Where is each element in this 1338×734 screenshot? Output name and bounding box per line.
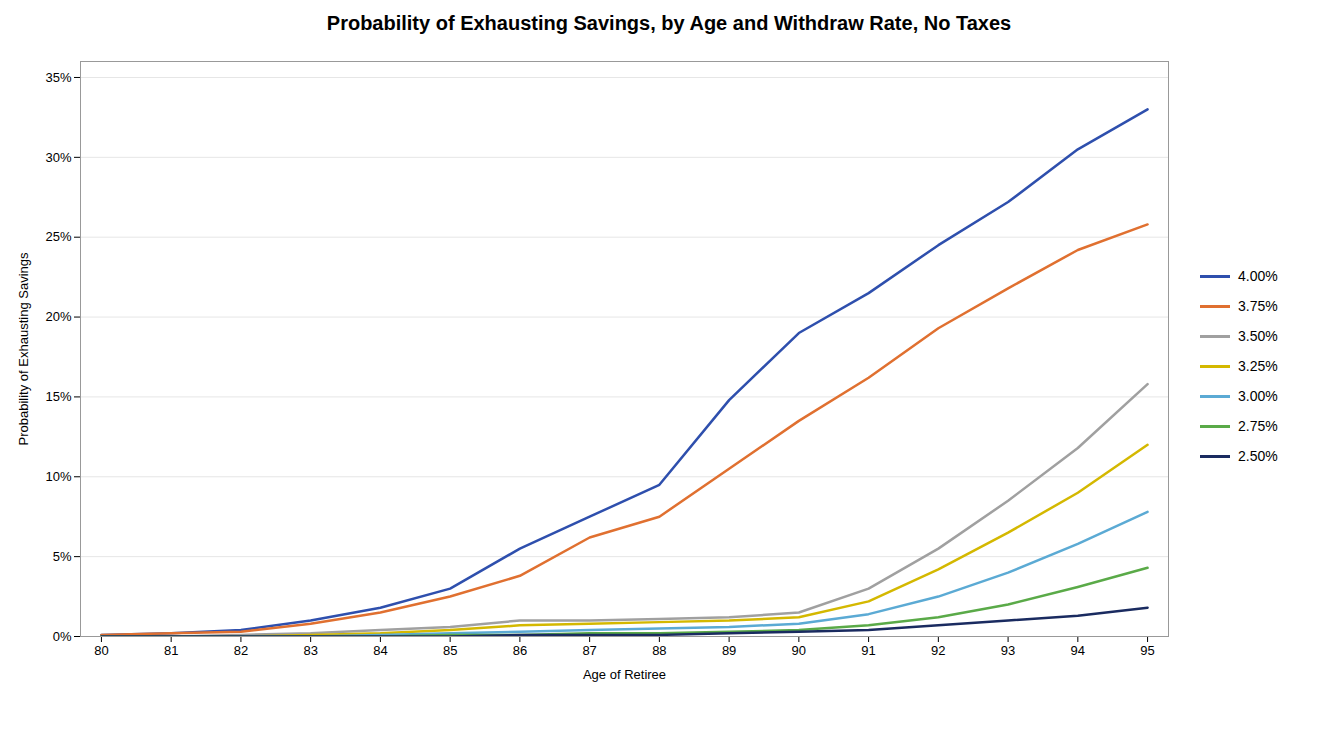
svg-text:89: 89 xyxy=(722,643,736,658)
html-text:2.75%: 2.75% xyxy=(1238,418,1278,434)
html-text:3.75%: 3.75% xyxy=(1238,298,1278,314)
svg-text:82: 82 xyxy=(234,643,248,658)
svg-text:95: 95 xyxy=(1140,643,1154,658)
svg-text:80: 80 xyxy=(94,643,108,658)
svg-text:94: 94 xyxy=(1071,643,1085,658)
svg-text:92: 92 xyxy=(931,643,945,658)
svg-text:86: 86 xyxy=(513,643,527,658)
svg-text:10%: 10% xyxy=(45,469,71,484)
svg-text:15%: 15% xyxy=(45,389,71,404)
html-text:3.25%: 3.25% xyxy=(1238,358,1278,374)
svg-text:Age of Retiree: Age of Retiree xyxy=(583,667,666,682)
svg-text:87: 87 xyxy=(582,643,596,658)
html-text:2.50%: 2.50% xyxy=(1238,448,1278,464)
svg-text:93: 93 xyxy=(1001,643,1015,658)
svg-text:5%: 5% xyxy=(53,549,72,564)
svg-text:Probability of Exhausting Savi: Probability of Exhausting Savings xyxy=(16,252,31,445)
svg-text:35%: 35% xyxy=(45,70,71,85)
svg-text:88: 88 xyxy=(652,643,666,658)
html-text:Probability of Exhausting Savi: Probability of Exhausting Savings, by Ag… xyxy=(326,12,1012,34)
html-text:3.00%: 3.00% xyxy=(1238,388,1278,404)
svg-text:91: 91 xyxy=(861,643,875,658)
svg-text:30%: 30% xyxy=(45,149,71,164)
html-text:3.50%: 3.50% xyxy=(1238,328,1278,344)
svg-text:20%: 20% xyxy=(45,309,71,324)
svg-text:84: 84 xyxy=(373,643,387,658)
svg-text:90: 90 xyxy=(792,643,806,658)
svg-text:0%: 0% xyxy=(53,629,72,644)
svg-text:81: 81 xyxy=(164,643,178,658)
svg-text:25%: 25% xyxy=(45,229,71,244)
svg-text:83: 83 xyxy=(303,643,317,658)
html-text:4.00%: 4.00% xyxy=(1238,268,1278,284)
svg-text:85: 85 xyxy=(443,643,457,658)
